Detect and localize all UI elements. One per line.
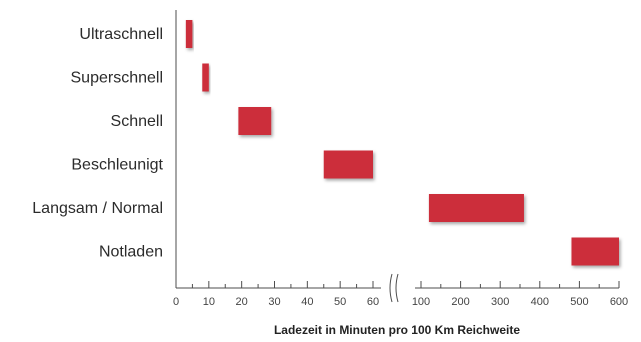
category-label-schnell: Schnell bbox=[111, 113, 163, 130]
x-tick-label-60: 60 bbox=[367, 296, 379, 308]
axis-break-mark-left bbox=[389, 273, 393, 303]
category-label-langsam-normal: Langsam / Normal bbox=[32, 200, 163, 217]
x-tick-label-200: 200 bbox=[451, 296, 469, 308]
x-tick-label-10: 10 bbox=[203, 296, 215, 308]
bar-ultraschnell bbox=[185, 20, 193, 48]
x-tick-label-40: 40 bbox=[301, 296, 313, 308]
x-tick-label-600: 600 bbox=[610, 296, 628, 308]
x-tick-label-500: 500 bbox=[570, 296, 588, 308]
bars bbox=[185, 20, 619, 266]
x-axis-title: Ladezeit in Minuten pro 100 Km Reichweit… bbox=[274, 323, 520, 337]
category-label-superschnell: Superschnell bbox=[71, 70, 164, 87]
x-tick-label-0: 0 bbox=[173, 296, 179, 308]
category-label-beschleunigt: Beschleunigt bbox=[71, 157, 163, 174]
x-tick-label-20: 20 bbox=[236, 296, 248, 308]
bar-beschleunigt bbox=[323, 150, 373, 179]
category-labels: Ultraschnell Superschnell Schnell Beschleun… bbox=[32, 26, 163, 261]
x-tick-label-50: 50 bbox=[334, 296, 346, 308]
bar-schnell bbox=[238, 107, 272, 135]
bar-superschnell bbox=[202, 63, 209, 92]
x-tick-label-100: 100 bbox=[412, 296, 430, 308]
category-label-ultraschnell: Ultraschnell bbox=[79, 26, 163, 43]
category-label-notladen: Notladen bbox=[99, 244, 163, 261]
bar-langsam-normal bbox=[428, 194, 524, 222]
axis-break-mark-right bbox=[395, 273, 399, 303]
x-tick-label-400: 400 bbox=[531, 296, 549, 308]
x-axis: 0 10 20 30 40 50 60 100 200 300 400 500 600 bbox=[173, 10, 628, 308]
x-tick-label-300: 300 bbox=[491, 296, 509, 308]
x-tick-label-30: 30 bbox=[268, 296, 280, 308]
bar-notladen bbox=[571, 237, 619, 266]
